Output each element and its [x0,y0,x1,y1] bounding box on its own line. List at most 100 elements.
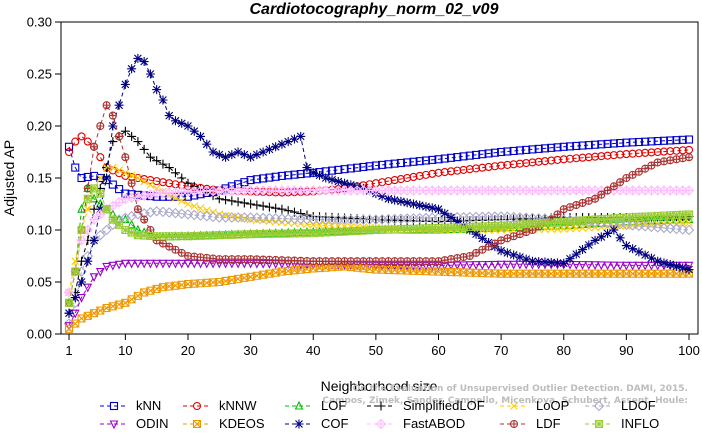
data-point [497,147,506,157]
data-point [346,164,355,173]
data-point [353,163,362,172]
data-point [139,57,149,67]
data-point [146,176,155,185]
data-point [390,195,400,205]
legend-label: kNNW [219,398,257,413]
data-point [115,185,124,194]
data-point [133,137,143,147]
data-point [515,260,525,270]
data-point [685,218,693,227]
data-point [547,143,556,152]
data-point [403,173,412,183]
data-point [114,100,124,110]
data-point [120,79,130,89]
data-point [139,259,149,269]
data-point [496,246,506,256]
data-point [396,174,405,184]
data-point [221,152,231,162]
data-point [497,161,506,170]
data-point [659,136,668,145]
data-point [157,206,169,218]
data-point [277,139,287,149]
data-point [102,262,111,272]
data-point [133,205,142,214]
data-point [202,206,211,215]
data-point [597,152,606,161]
data-point [201,210,213,222]
data-point [640,250,650,260]
data-point [603,186,612,195]
data-point [572,141,581,151]
legend-label: KDEOS [219,416,265,431]
data-point [134,174,142,182]
data-point [540,144,550,153]
data-point [553,143,562,152]
legend-item: LOF [285,398,346,413]
data-point [64,142,74,151]
data-point [677,224,689,235]
data-point [171,193,180,202]
data-point [646,221,657,233]
data-point [647,137,656,146]
data-point [252,150,262,160]
data-point [540,157,550,166]
data-point [359,162,368,172]
data-point [522,145,531,154]
data-point [196,131,206,141]
data-point [440,208,450,218]
data-point [296,131,306,141]
data-point [127,219,137,229]
data-point [465,165,474,174]
data-point [89,273,99,283]
legend-item: kNNW [183,398,257,413]
x-tick-label: 70 [494,343,508,358]
data-point [565,254,575,264]
data-point [609,182,618,191]
y-tick-label: 0.10 [27,223,52,238]
data-point [377,191,387,201]
data-point [559,155,568,164]
legend-label: LOF [321,398,346,413]
data-point [683,185,695,196]
data-point [484,162,493,172]
data-point [64,308,74,318]
data-point [515,159,524,168]
data-point [409,172,418,182]
data-point [509,250,519,260]
data-point [214,150,224,160]
data-point [578,261,587,270]
data-point [639,221,651,232]
data-point [321,221,330,230]
data-point [446,153,456,162]
data-point [465,261,475,271]
data-point [453,153,462,162]
data-point [108,163,117,172]
data-point [196,204,205,213]
data-point [678,146,687,155]
data-point [472,150,481,159]
data-point [684,135,694,144]
data-point [415,171,424,180]
data-point [83,194,92,203]
data-point [383,194,393,204]
x-tick-label: 20 [181,343,195,358]
data-point [433,204,443,214]
legend-marker [192,401,202,411]
data-point [333,176,343,186]
data-point [659,147,668,156]
data-point [277,171,286,180]
data-point [503,160,512,169]
data-point [146,259,155,269]
series-line [68,265,689,330]
data-point [614,219,626,230]
data-point [428,155,437,164]
x-axis: 1 10 20 30 40 50 60 70 80 90 100 [65,334,700,358]
legend-label: SimplifiedLOF [403,398,485,413]
y-tick-label: 0.05 [27,275,52,290]
data-point [609,151,618,160]
data-point [434,155,443,164]
data-point [152,259,162,269]
data-point [140,215,149,224]
data-point [115,132,124,141]
